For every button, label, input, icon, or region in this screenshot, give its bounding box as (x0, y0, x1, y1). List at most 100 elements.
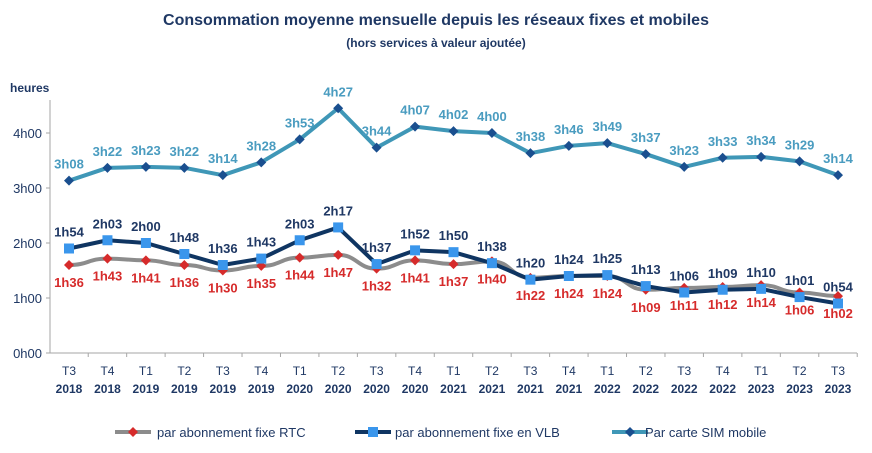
x-tick-label: 2021 (440, 382, 467, 396)
data-point-par-carte-sim-mobile (294, 134, 305, 145)
data-label-par-abonnement-fixe-en-vlb: 1h48 (170, 230, 200, 245)
legend-label-par-abonnement-fixe-en-vlb: par abonnement fixe en VLB (395, 425, 560, 440)
data-label-par-abonnement-fixe-rtc: 1h24 (592, 286, 622, 301)
x-tick-label: 2023 (825, 382, 852, 396)
data-point-par-carte-sim-mobile (756, 151, 767, 162)
data-point-par-abonnement-fixe-en-vlb (833, 298, 843, 309)
data-point-par-abonnement-fixe-rtc (294, 252, 305, 263)
data-point-par-abonnement-fixe-en-vlb (525, 274, 536, 285)
data-label-par-abonnement-fixe-rtc: 1h06 (785, 303, 815, 318)
data-label-par-carte-sim-mobile: 3h33 (708, 134, 738, 149)
data-point-par-carte-sim-mobile (333, 103, 344, 114)
data-label-par-abonnement-fixe-en-vlb: 1h24 (554, 252, 584, 267)
data-point-par-abonnement-fixe-rtc (333, 249, 344, 260)
x-tick-label: T3 (216, 364, 230, 378)
data-label-par-carte-sim-mobile: 3h44 (362, 124, 392, 139)
y-tick-label: 2h00 (13, 236, 42, 251)
data-label-par-abonnement-fixe-rtc: 1h37 (439, 274, 469, 289)
data-point-par-abonnement-fixe-en-vlb (602, 270, 613, 281)
data-point-par-carte-sim-mobile (602, 138, 613, 149)
x-tick-label: 2018 (56, 382, 83, 396)
x-tick-label: 2019 (209, 382, 236, 396)
data-point-par-carte-sim-mobile (525, 148, 536, 159)
x-tick-label: T3 (831, 364, 845, 378)
y-axis-label: heures (10, 81, 50, 95)
chart-subtitle: (hors services à valeur ajoutée) (346, 36, 526, 50)
data-label-par-abonnement-fixe-rtc: 1h35 (246, 276, 276, 291)
data-label-par-carte-sim-mobile: 3h14 (823, 151, 853, 166)
data-label-par-abonnement-fixe-en-vlb: 1h10 (746, 265, 776, 280)
x-tick-label: 2020 (325, 382, 352, 396)
data-point-par-abonnement-fixe-en-vlb (756, 283, 767, 294)
data-label-par-abonnement-fixe-en-vlb: 2h03 (285, 216, 315, 231)
data-point-par-carte-sim-mobile (102, 162, 113, 173)
data-label-par-carte-sim-mobile: 3h22 (93, 144, 123, 159)
data-label-par-abonnement-fixe-rtc: 1h14 (746, 295, 776, 310)
data-label-par-abonnement-fixe-en-vlb: 1h20 (516, 256, 546, 271)
data-point-par-abonnement-fixe-en-vlb (410, 245, 421, 256)
data-label-par-carte-sim-mobile: 4h27 (323, 84, 353, 99)
data-label-par-carte-sim-mobile: 3h29 (785, 137, 815, 152)
data-point-par-abonnement-fixe-en-vlb (179, 249, 190, 259)
x-tick-label: T2 (793, 364, 807, 378)
data-point-par-abonnement-fixe-en-vlb (448, 247, 459, 258)
data-point-par-abonnement-fixe-en-vlb (563, 271, 574, 281)
x-tick-label: T3 (677, 364, 691, 378)
data-label-par-carte-sim-mobile: 4h02 (439, 107, 469, 122)
x-tick-label: T4 (716, 364, 730, 378)
data-label-par-carte-sim-mobile: 3h08 (54, 157, 84, 172)
x-tick-label: T1 (600, 364, 614, 378)
y-tick-label: 1h00 (13, 291, 42, 306)
x-tick-label: 2022 (594, 382, 621, 396)
data-point-par-abonnement-fixe-en-vlb (640, 281, 651, 292)
data-label-par-carte-sim-mobile: 3h28 (246, 138, 276, 153)
data-label-par-abonnement-fixe-rtc: 1h32 (362, 279, 392, 294)
x-tick-label: 2020 (286, 382, 313, 396)
data-point-par-abonnement-fixe-en-vlb (217, 260, 228, 270)
data-point-par-carte-sim-mobile (563, 140, 574, 151)
data-point-par-abonnement-fixe-en-vlb (294, 235, 305, 246)
data-label-par-abonnement-fixe-rtc: 1h36 (170, 275, 200, 290)
data-label-par-abonnement-fixe-rtc: 1h43 (93, 269, 123, 284)
data-label-par-abonnement-fixe-en-vlb: 1h38 (477, 239, 507, 254)
data-label-par-abonnement-fixe-en-vlb: 1h06 (669, 269, 699, 284)
data-point-par-carte-sim-mobile (679, 161, 690, 172)
x-tick-label: T1 (446, 364, 460, 378)
data-label-par-abonnement-fixe-en-vlb: 1h01 (785, 273, 815, 288)
x-tick-label: T3 (62, 364, 76, 378)
data-label-par-abonnement-fixe-rtc: 1h44 (285, 268, 315, 283)
data-point-par-carte-sim-mobile (140, 161, 151, 172)
x-tick-label: T1 (754, 364, 768, 378)
x-tick-label: T1 (293, 364, 307, 378)
data-point-par-abonnement-fixe-rtc (102, 253, 113, 264)
data-point-par-carte-sim-mobile (833, 170, 843, 181)
data-label-par-carte-sim-mobile: 3h53 (285, 115, 315, 130)
data-label-par-carte-sim-mobile: 3h49 (592, 119, 622, 134)
data-label-par-abonnement-fixe-rtc: 1h12 (708, 297, 738, 312)
data-label-par-carte-sim-mobile: 4h00 (477, 109, 507, 124)
x-tick-label: 2019 (133, 382, 160, 396)
data-label-par-abonnement-fixe-rtc: 1h47 (323, 265, 353, 280)
data-point-par-carte-sim-mobile (448, 126, 459, 137)
data-point-par-abonnement-fixe-en-vlb (371, 259, 382, 270)
x-tick-label: T3 (370, 364, 384, 378)
x-tick-label: T1 (139, 364, 153, 378)
data-point-par-abonnement-fixe-en-vlb (679, 287, 690, 298)
data-label-par-abonnement-fixe-en-vlb: 2h17 (323, 203, 353, 218)
x-tick-label: T2 (485, 364, 499, 378)
data-point-par-carte-sim-mobile (217, 170, 228, 181)
data-point-par-carte-sim-mobile (256, 157, 267, 168)
data-label-par-abonnement-fixe-en-vlb: 1h13 (631, 262, 661, 277)
data-label-par-abonnement-fixe-rtc: 1h41 (400, 270, 430, 285)
data-label-par-abonnement-fixe-en-vlb: 1h37 (362, 240, 392, 255)
data-point-par-carte-sim-mobile (794, 156, 805, 167)
data-label-par-abonnement-fixe-en-vlb: 1h36 (208, 241, 238, 256)
x-tick-label: T4 (408, 364, 422, 378)
data-point-par-abonnement-fixe-rtc (410, 255, 421, 266)
x-tick-label: T2 (639, 364, 653, 378)
data-label-par-carte-sim-mobile: 3h23 (131, 143, 161, 158)
data-point-par-carte-sim-mobile (717, 152, 728, 163)
y-tick-label: 4h00 (13, 126, 42, 141)
